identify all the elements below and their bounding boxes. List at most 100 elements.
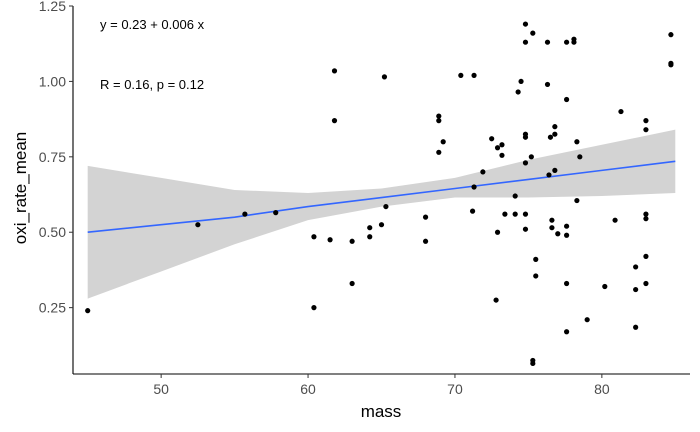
data-point bbox=[436, 113, 442, 119]
data-point bbox=[564, 223, 570, 229]
data-point bbox=[327, 237, 333, 243]
data-point bbox=[552, 167, 558, 173]
axes-layer: 0.25 0.50 0.75 1.00 1.25 50 60 70 80 bbox=[39, 0, 690, 397]
data-point bbox=[643, 127, 649, 133]
data-point bbox=[480, 169, 486, 175]
data-point bbox=[530, 30, 536, 36]
data-point bbox=[331, 68, 338, 74]
data-point bbox=[555, 231, 561, 237]
data-point bbox=[502, 211, 508, 217]
data-point bbox=[584, 317, 590, 323]
data-point bbox=[633, 324, 639, 330]
data-point bbox=[552, 131, 558, 137]
data-point bbox=[381, 74, 388, 80]
data-point bbox=[512, 193, 518, 199]
data-point bbox=[574, 139, 580, 145]
data-point bbox=[499, 142, 505, 148]
data-point bbox=[533, 273, 539, 279]
data-point bbox=[564, 96, 570, 103]
data-point bbox=[515, 89, 521, 95]
data-point bbox=[367, 234, 373, 240]
data-point bbox=[668, 62, 674, 68]
data-point bbox=[533, 256, 539, 262]
data-point bbox=[574, 197, 580, 204]
regression-equation: y = 0.23 + 0.006 x bbox=[100, 17, 205, 32]
data-point bbox=[494, 145, 501, 151]
confidence-band-layer bbox=[87, 129, 676, 299]
data-point bbox=[436, 118, 442, 124]
data-point bbox=[349, 238, 355, 244]
data-point bbox=[469, 208, 476, 214]
data-point bbox=[528, 154, 534, 160]
data-point bbox=[522, 39, 529, 45]
data-point bbox=[436, 149, 442, 155]
data-point bbox=[367, 225, 373, 231]
data-point bbox=[549, 225, 555, 231]
data-point bbox=[643, 280, 649, 287]
data-point bbox=[612, 217, 618, 223]
data-point bbox=[522, 134, 529, 140]
regression-line bbox=[87, 160, 676, 234]
data-point bbox=[522, 211, 529, 217]
data-point bbox=[577, 154, 583, 160]
data-point bbox=[564, 232, 570, 238]
data-point bbox=[643, 253, 649, 259]
data-point bbox=[422, 214, 429, 220]
data-point bbox=[544, 39, 551, 45]
data-point bbox=[547, 134, 554, 140]
data-point bbox=[471, 72, 477, 78]
data-point bbox=[552, 124, 558, 130]
data-point bbox=[571, 39, 577, 45]
data-point bbox=[378, 222, 385, 228]
data-point bbox=[518, 78, 524, 85]
y-tick-label: 0.50 bbox=[39, 224, 66, 240]
data-point bbox=[273, 210, 279, 216]
data-point bbox=[493, 297, 499, 303]
y-axis-title: oxi_rate_mean bbox=[11, 132, 30, 244]
regression-line-layer bbox=[87, 160, 676, 234]
data-point bbox=[489, 136, 495, 142]
x-tick-label: 50 bbox=[153, 381, 169, 397]
data-point bbox=[522, 226, 529, 232]
data-point bbox=[499, 152, 505, 158]
confidence-band bbox=[87, 129, 676, 299]
data-point bbox=[546, 172, 552, 178]
y-tick-label: 1.00 bbox=[39, 73, 66, 89]
data-point bbox=[494, 229, 501, 235]
data-point bbox=[349, 280, 355, 287]
data-point bbox=[633, 264, 639, 270]
data-point bbox=[618, 108, 624, 115]
data-point bbox=[331, 118, 338, 124]
x-axis-title: mass bbox=[361, 402, 402, 421]
y-tick-label: 0.25 bbox=[39, 300, 66, 316]
data-point bbox=[522, 21, 529, 27]
data-point bbox=[242, 211, 248, 217]
data-point bbox=[85, 308, 91, 314]
correlation-stats: R = 0.16, p = 0.12 bbox=[100, 77, 204, 92]
data-point bbox=[458, 72, 464, 78]
x-tick-label: 80 bbox=[594, 381, 610, 397]
data-point bbox=[564, 39, 570, 45]
data-point bbox=[643, 118, 649, 124]
data-point bbox=[643, 216, 649, 222]
data-point bbox=[471, 184, 477, 190]
x-tick-label: 70 bbox=[447, 381, 463, 397]
data-point bbox=[564, 329, 570, 335]
data-point bbox=[643, 211, 649, 217]
data-point bbox=[195, 222, 201, 228]
data-point bbox=[544, 81, 551, 88]
data-point bbox=[522, 160, 529, 166]
data-point bbox=[383, 203, 389, 210]
data-points-layer bbox=[85, 21, 674, 367]
data-point bbox=[564, 280, 570, 287]
data-point bbox=[602, 283, 608, 290]
data-point bbox=[512, 211, 518, 217]
data-point bbox=[311, 305, 317, 311]
x-tick-label: 60 bbox=[300, 381, 316, 397]
y-tick-label: 0.75 bbox=[39, 149, 66, 165]
data-point bbox=[311, 234, 317, 240]
y-tick-label: 1.25 bbox=[39, 0, 66, 14]
data-point bbox=[530, 360, 536, 367]
data-point bbox=[549, 217, 555, 223]
